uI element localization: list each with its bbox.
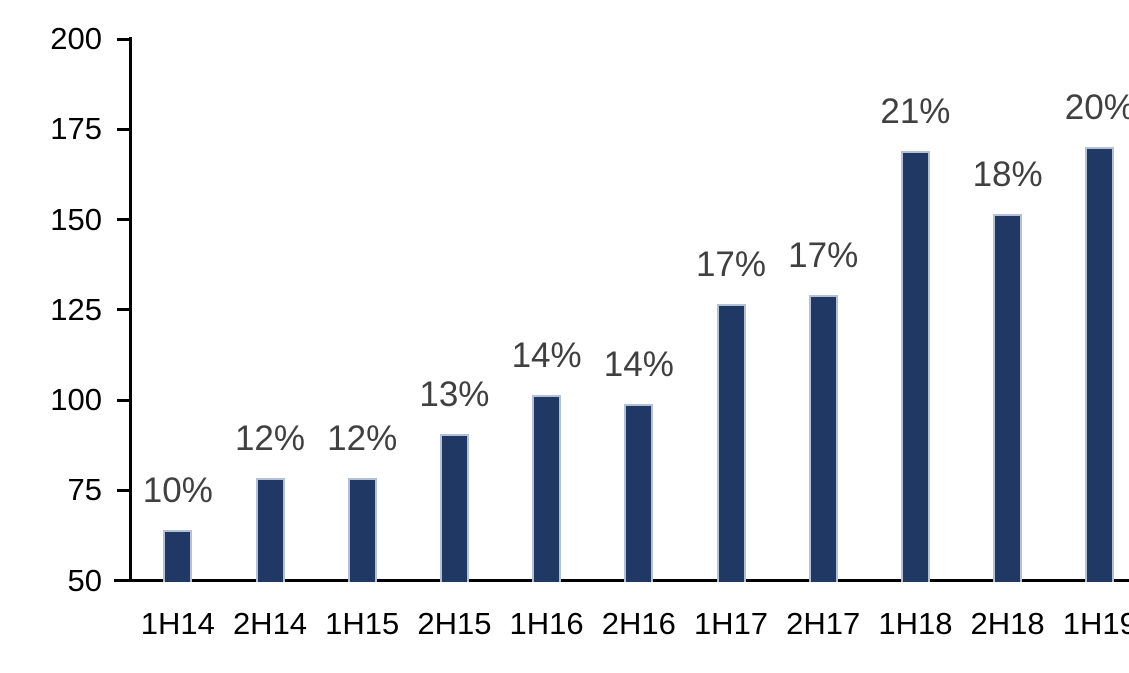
x-category-label: 1H16 (509, 606, 584, 641)
bar (347, 477, 377, 582)
x-category-label: 2H14 (232, 606, 308, 641)
bar-value-label: 12% (234, 418, 306, 458)
y-tick (117, 398, 130, 402)
x-axis-line (114, 579, 1129, 582)
y-tick-label: 100 (50, 382, 102, 417)
bar (532, 394, 562, 582)
bar-value-label: 10% (142, 471, 213, 510)
bar-value-label: 14% (603, 344, 674, 384)
x-category-label: 1H17 (693, 606, 769, 641)
x-category-label: 2H18 (970, 606, 1045, 641)
bar (1085, 147, 1115, 582)
y-tick-label: 175 (50, 111, 102, 147)
bar (900, 150, 930, 582)
x-category-label: 1H15 (325, 606, 400, 641)
bar (993, 214, 1023, 582)
x-category-label: 2H17 (786, 606, 861, 641)
bar-value-label: 12% (327, 418, 398, 458)
y-tick (117, 218, 130, 221)
x-category-label: 1H18 (878, 606, 953, 641)
bar (808, 295, 838, 582)
y-tick (117, 308, 130, 312)
bar-value-label: 20% (1064, 88, 1129, 128)
bar (716, 304, 746, 582)
bar-value-label: 18% (972, 155, 1043, 195)
y-tick (117, 127, 130, 131)
bar (255, 477, 285, 582)
x-category-label: 1H14 (140, 606, 215, 641)
bar-value-label: 17% (788, 236, 859, 276)
y-tick (117, 579, 130, 582)
x-category-label: 2H16 (601, 606, 676, 641)
bar-value-label: 13% (419, 375, 490, 415)
bar (624, 403, 654, 582)
y-tick-label: 50 (67, 562, 102, 598)
x-category-label: 2H15 (417, 606, 492, 641)
y-tick-label: 200 (50, 21, 102, 56)
y-tick-label: 125 (50, 291, 102, 327)
bar (163, 530, 193, 582)
bar-chart: 50 75 100 125 150 175 200 10% 1H14 12% 2H14 12% 1H15… (40, 16, 1129, 657)
y-axis-line (129, 37, 132, 582)
y-tick-label: 150 (50, 201, 102, 237)
bar-value-label: 17% (695, 245, 767, 285)
x-category-label: 1H19 (1062, 606, 1129, 641)
y-tick (117, 37, 130, 41)
bar (439, 434, 469, 582)
y-tick-label: 75 (67, 472, 102, 508)
bar-value-label: 14% (511, 335, 582, 375)
bar-value-label: 21% (880, 91, 951, 131)
y-tick (117, 488, 130, 492)
